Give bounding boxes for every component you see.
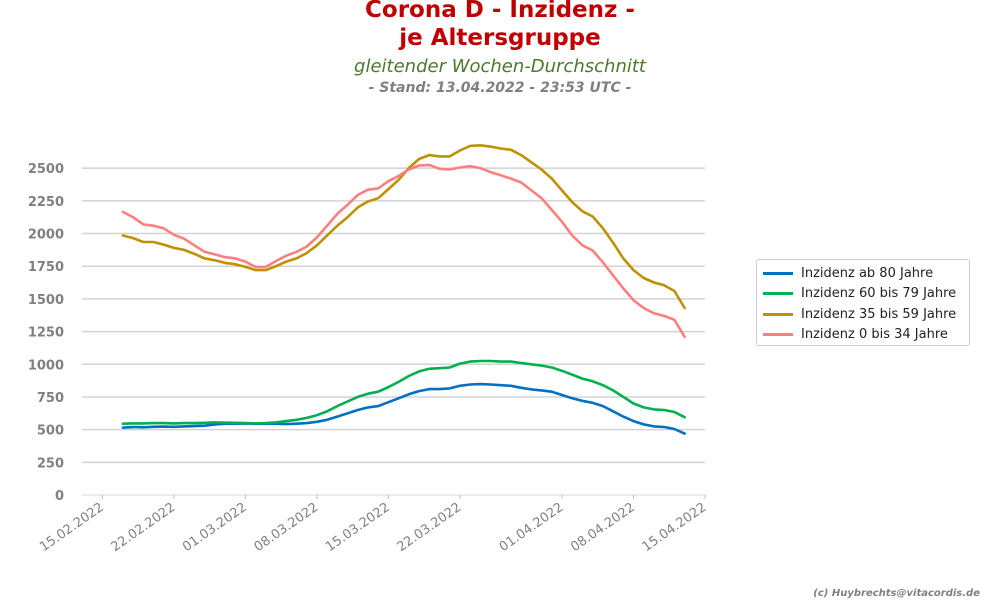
x-tick-label: 15.04.2022 <box>640 500 710 555</box>
legend-label: Inzidenz ab 80 Jahre <box>801 265 934 281</box>
axes: 0 250 500 750 1000 1250 1500 1750 2000 2250 2500 15… <box>28 162 709 555</box>
legend-swatch <box>763 271 793 275</box>
y-tick-label: 1500 <box>28 293 64 308</box>
y-tick-label: 0 <box>55 489 64 504</box>
legend-swatch <box>763 333 793 337</box>
legend-item: Inzidenz 0 bis 34 Jahre <box>763 325 969 346</box>
chart-title: Corona D - Inzidenz - je Altersgruppe <box>0 0 1000 52</box>
x-tick-label: 15.03.2022 <box>323 500 393 555</box>
legend-label: Inzidenz 0 bis 34 Jahre <box>801 327 948 343</box>
legend-label: Inzidenz 60 bis 79 Jahre <box>801 286 957 302</box>
x-tick-label: 22.02.2022 <box>109 500 179 555</box>
y-tick-label: 1000 <box>28 358 64 373</box>
y-tick-label: 1750 <box>28 260 64 275</box>
grid-lines <box>82 167 705 464</box>
x-tick-label: 22.03.2022 <box>395 500 465 555</box>
y-tick-label: 750 <box>37 391 64 406</box>
series-line-4 <box>121 163 686 339</box>
chart-title-line1: Corona D - Inzidenz - <box>365 0 635 23</box>
series-line-2 <box>121 359 686 426</box>
copyright-note: (c) Huybrechts@vitacordis.de <box>813 588 980 599</box>
legend-item: Inzidenz 60 bis 79 Jahre <box>763 284 969 305</box>
legend-swatch <box>763 312 793 316</box>
x-tick-label: 08.04.2022 <box>568 500 638 555</box>
y-tick-label: 2000 <box>28 228 64 243</box>
y-tick-label: 250 <box>37 456 64 471</box>
y-tick-label: 1250 <box>28 326 64 341</box>
x-tick-label: 15.02.2022 <box>37 500 107 555</box>
x-tick-label: 01.03.2022 <box>180 500 250 555</box>
chart-subtitle: gleitender Wochen-Durchschnitt <box>354 56 646 77</box>
x-tick-label: 01.04.2022 <box>497 500 567 555</box>
chart-stand-date: - Stand: 13.04.2022 - 23:53 UTC - <box>368 80 632 96</box>
series-line-1 <box>121 382 686 435</box>
series-lines <box>121 144 686 435</box>
chart-title-line2: je Altersgruppe <box>399 25 601 51</box>
y-tick-label: 2250 <box>28 195 64 210</box>
legend: Inzidenz ab 80 Jahre Inzidenz 60 bis 79 J… <box>756 259 970 346</box>
series-line-3 <box>121 144 686 310</box>
y-tick-label: 500 <box>37 424 64 439</box>
y-tick-label: 2500 <box>28 162 64 177</box>
legend-item: Inzidenz 35 bis 59 Jahre <box>763 304 969 325</box>
legend-item: Inzidenz ab 80 Jahre <box>763 263 969 284</box>
legend-label: Inzidenz 35 bis 59 Jahre <box>801 306 957 322</box>
x-tick-label: 08.03.2022 <box>252 500 322 555</box>
legend-swatch <box>763 292 793 296</box>
